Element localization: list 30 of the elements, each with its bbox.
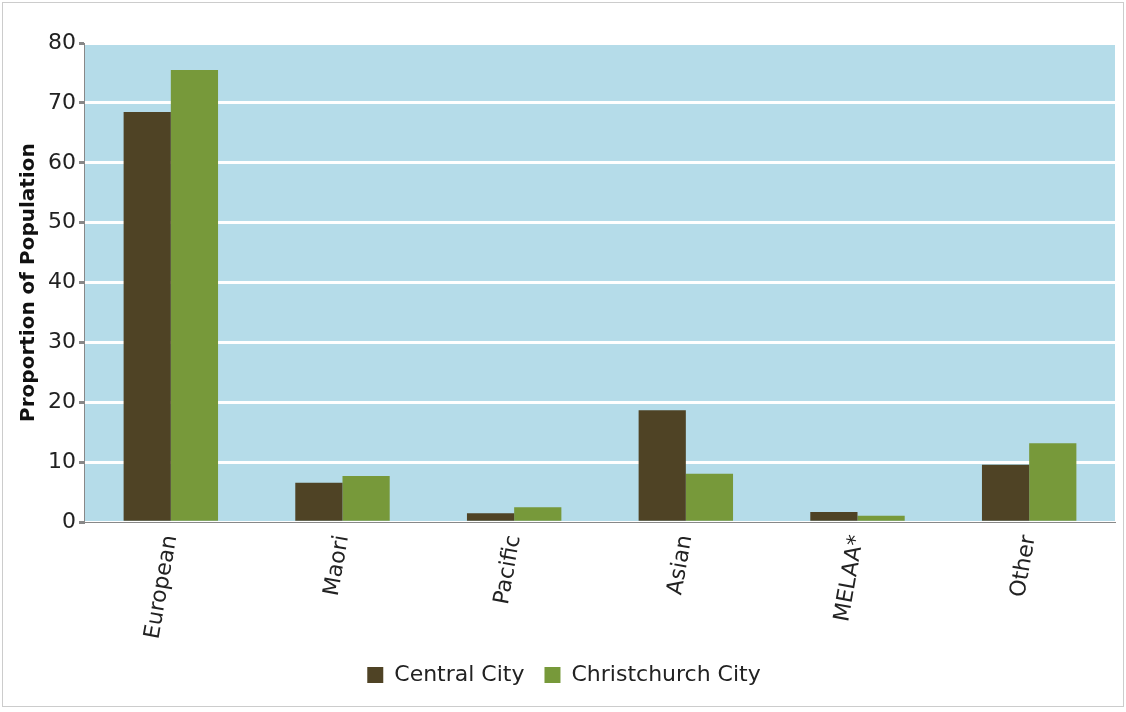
- bar: [857, 515, 905, 521]
- y-tick-label: 30: [47, 328, 76, 354]
- bar: [295, 482, 343, 521]
- y-tick-label: 20: [47, 388, 76, 414]
- legend-label: Central City: [394, 660, 525, 686]
- bar: [1029, 443, 1077, 521]
- x-tick-label: Maori: [317, 533, 354, 598]
- y-tick-label: 0: [61, 507, 76, 533]
- x-tick-label: Other: [1004, 532, 1040, 599]
- legend-label: Christchurch City: [571, 660, 761, 686]
- bar: [810, 512, 858, 521]
- y-tick-label: 70: [47, 88, 76, 114]
- bar: [981, 464, 1030, 521]
- bar: [638, 410, 686, 521]
- x-tick-label: MELAA*: [828, 533, 869, 624]
- bar: [170, 69, 219, 521]
- bar: [466, 513, 515, 521]
- bar: [514, 507, 562, 521]
- y-tick-label: 60: [47, 148, 76, 174]
- x-tick-label: European: [138, 533, 182, 641]
- y-tick-label: 40: [47, 268, 76, 294]
- y-tick-label: 50: [47, 208, 76, 234]
- bar: [123, 111, 171, 521]
- y-tick-label: 80: [47, 28, 76, 54]
- y-tick-label: 10: [47, 448, 76, 474]
- bar: [685, 473, 734, 521]
- x-tick-label: Pacific: [487, 533, 525, 607]
- y-axis-title: Proportion of Population: [15, 143, 40, 422]
- bar: [342, 476, 390, 521]
- x-tick-label: Asian: [661, 533, 697, 597]
